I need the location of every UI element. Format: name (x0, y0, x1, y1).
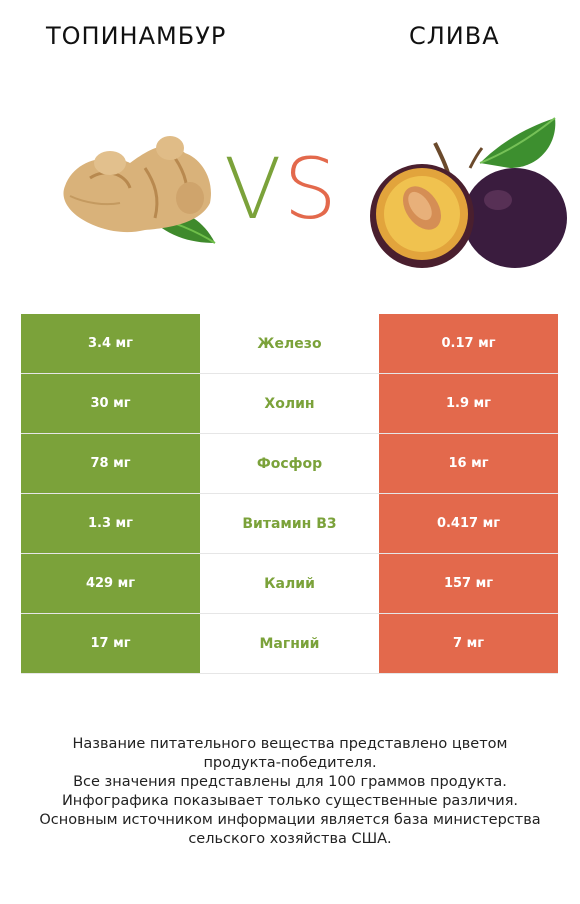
right-food-title: СЛИВА (409, 22, 500, 50)
footnote-line: Основным источником информации является … (39, 812, 541, 828)
row-divider (21, 433, 558, 434)
table-row: 429 мг Калий 157 мг (21, 554, 558, 614)
left-value: 78 мг (21, 434, 200, 493)
nutrient-label: Калий (200, 554, 379, 613)
left-value: 429 мг (21, 554, 200, 613)
right-value: 157 мг (379, 554, 558, 613)
right-value: 0.17 мг (379, 314, 558, 373)
left-value: 30 мг (21, 374, 200, 433)
row-divider (21, 493, 558, 494)
vs-label: VS (224, 140, 339, 238)
table-row: 3.4 мг Железо 0.17 мг (21, 314, 558, 374)
table-row: 78 мг Фосфор 16 мг (21, 434, 558, 494)
left-value: 3.4 мг (21, 314, 200, 373)
nutrient-label: Фосфор (200, 434, 379, 493)
left-value: 17 мг (21, 614, 200, 673)
nutrient-label: Железо (200, 314, 379, 373)
footnote-line: сельского хозяйства США. (188, 831, 392, 847)
plum-image (370, 117, 567, 268)
vs-s-letter: S (283, 140, 339, 238)
jerusalem-artichoke-image (63, 136, 216, 244)
right-value: 7 мг (379, 614, 558, 673)
row-divider (21, 613, 558, 614)
row-divider (21, 373, 558, 374)
nutrient-label: Витамин B3 (200, 494, 379, 553)
row-divider (21, 673, 558, 674)
footnote-line: Название питательного вещества представл… (72, 736, 508, 752)
left-value: 1.3 мг (21, 494, 200, 553)
table-row: 17 мг Магний 7 мг (21, 614, 558, 674)
table-row: 30 мг Холин 1.9 мг (21, 374, 558, 434)
left-food-title: ТОПИНАМБУР (46, 22, 227, 50)
row-divider (21, 553, 558, 554)
right-value: 1.9 мг (379, 374, 558, 433)
nutrient-comparison-table: 3.4 мг Железо 0.17 мг 30 мг Холин 1.9 мг… (21, 314, 558, 674)
right-value: 16 мг (379, 434, 558, 493)
nutrient-label: Холин (200, 374, 379, 433)
footnote: Название питательного вещества представл… (0, 735, 580, 849)
table-row: 1.3 мг Витамин B3 0.417 мг (21, 494, 558, 554)
footnote-line: продукта-победителя. (203, 755, 377, 771)
footnote-line: Инфографика показывает только существенн… (61, 793, 519, 809)
footnote-line: Все значения представлены для 100 граммо… (73, 774, 507, 790)
vs-v-letter: V (224, 140, 284, 238)
nutrient-label: Магний (200, 614, 379, 673)
right-value: 0.417 мг (379, 494, 558, 553)
